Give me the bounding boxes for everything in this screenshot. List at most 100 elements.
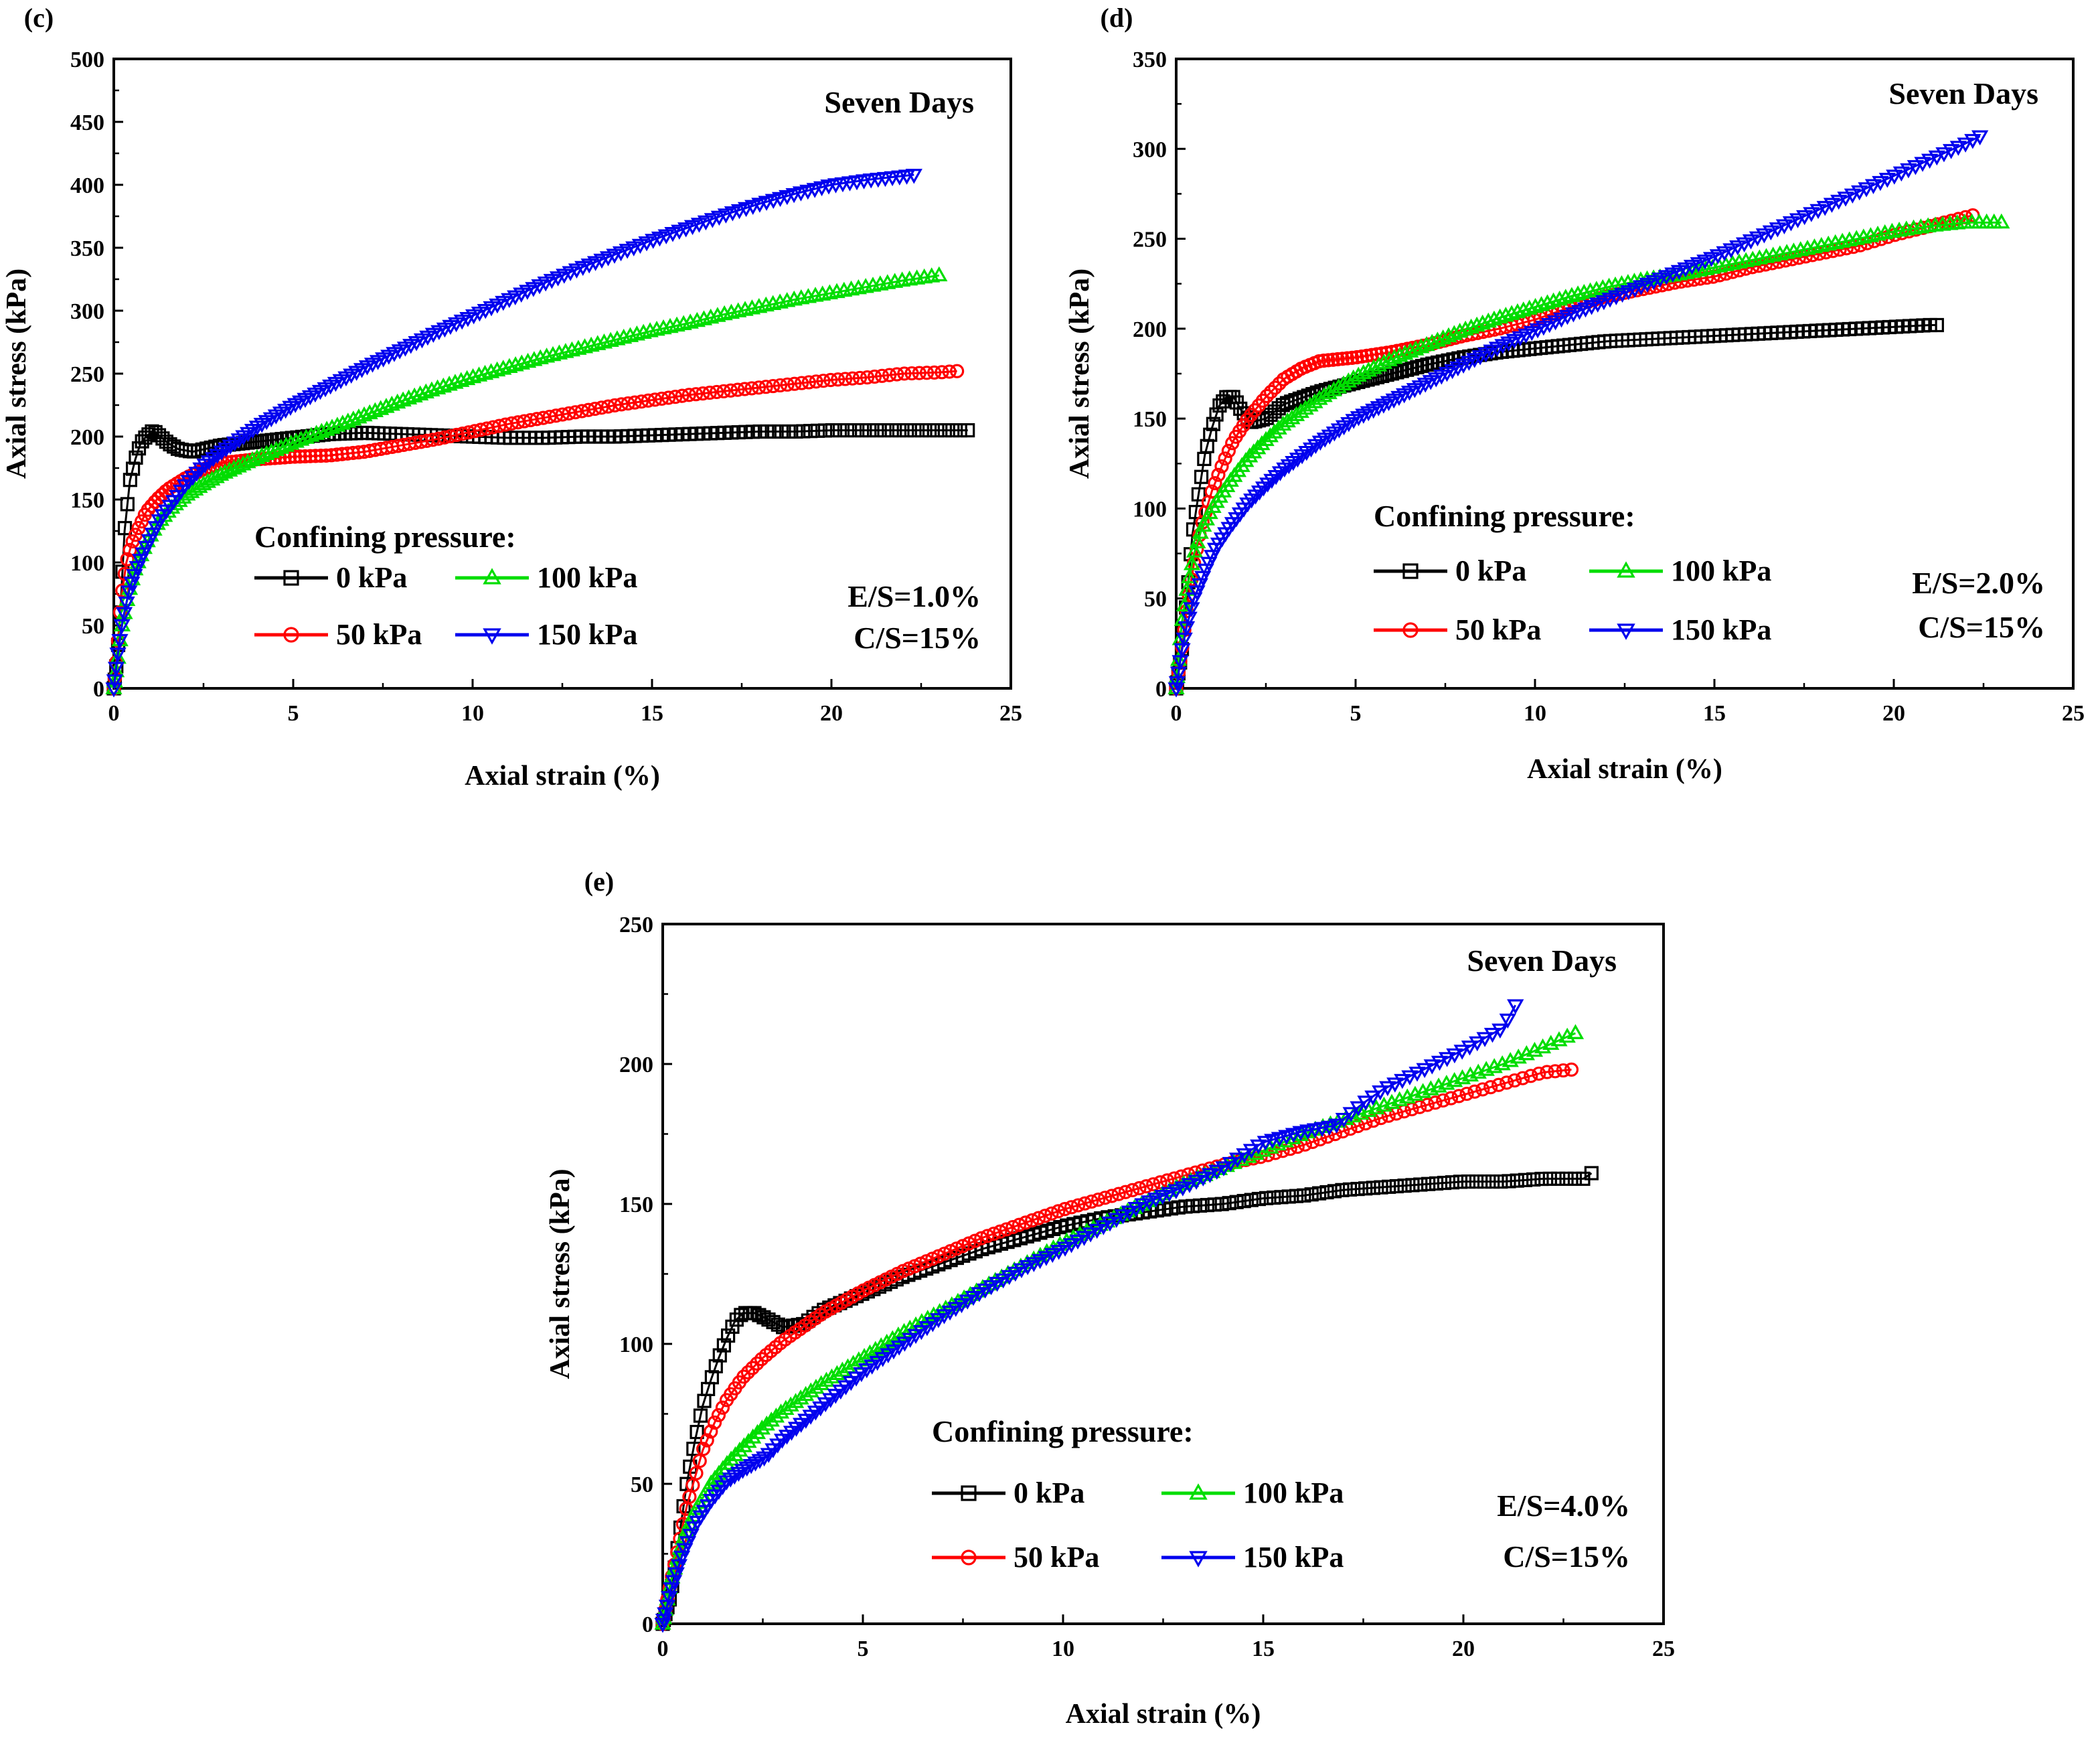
data-point [1709,249,1726,264]
data-point [1515,301,1532,317]
data-point [1477,1174,1492,1189]
y-tick-label: 200 [70,425,104,450]
data-point [806,183,823,198]
y-tick-label: 350 [1133,48,1167,72]
data-point [1749,231,1767,246]
y-tick-label: 300 [1133,137,1167,162]
data-point [1327,1118,1346,1134]
data-point [870,423,884,438]
legend-item-100-kpa: 100 kPa [1589,554,1771,587]
y-tick-label: 250 [1133,228,1167,252]
data-point [324,448,339,463]
data-point [1350,1119,1366,1134]
data-point [767,1408,785,1423]
data-point [734,1308,748,1322]
data-point [953,1298,971,1314]
data-point [1038,1209,1052,1223]
series-line [661,1068,1572,1624]
data-point [1394,1073,1411,1089]
data-point [428,379,447,394]
data-point [1174,1181,1192,1197]
data-point [329,416,346,432]
series-0-kpa [1169,317,1944,696]
x-tick-label: 15 [1703,701,1726,726]
series-150-kpa [654,999,1524,1633]
data-point [704,213,721,228]
data-point [794,376,809,390]
data-point [1245,443,1263,459]
data-point [1379,1081,1396,1097]
data-point [1476,1032,1493,1047]
data-point [807,1379,825,1394]
data-point [686,1442,701,1456]
y-tick-label: 50 [82,614,104,639]
data-point [638,236,655,252]
data-point [412,385,429,401]
data-point [914,423,929,438]
data-point [1366,1181,1380,1195]
data-point [1402,342,1419,358]
data-point [1180,611,1198,627]
data-point [731,425,746,440]
data-point [831,372,845,387]
data-point [447,374,464,389]
series-150-kpa [1167,130,1989,698]
data-point [1194,1171,1212,1187]
data-point [303,449,318,463]
data-point [345,410,362,426]
data-point [1581,282,1599,298]
data-point [1878,173,1896,188]
data-point [1311,1186,1327,1201]
legend-label: 100 kPa [1243,1476,1344,1509]
data-point [862,423,877,438]
data-point [1886,169,1903,185]
data-point [1762,225,1779,240]
data-point [1264,1134,1281,1149]
data-point [1429,1176,1444,1191]
data-point [937,423,952,438]
chart-title: Seven Days [1467,943,1617,978]
data-point [1816,201,1834,216]
data-point [1343,1122,1358,1136]
data-point [738,425,753,439]
data-point [1251,1191,1267,1207]
data-point [1872,175,1889,192]
data-point [1176,596,1194,612]
data-point [607,398,622,412]
data-point [779,189,796,206]
data-point [1532,296,1550,311]
data-point [702,385,717,400]
data-point [1221,443,1236,459]
data-point [1218,451,1232,466]
data-point [856,1347,873,1363]
data-point [1782,216,1800,232]
data-point [1005,1219,1020,1235]
data-point [1267,1190,1281,1205]
data-point [724,206,742,222]
annotation-es: E/S=1.0% [847,579,981,613]
chart-title: Seven Days [1888,76,2038,110]
x-tick-label: 0 [108,701,120,726]
data-point [1428,1095,1443,1110]
data-point [912,1324,931,1341]
data-point [924,1317,942,1333]
data-point [752,1308,766,1322]
data-point [129,450,143,465]
data-point [1134,1198,1151,1213]
data-point [905,169,922,184]
data-point [1446,1048,1463,1064]
data-point [1178,1199,1193,1214]
data-point [974,1231,989,1245]
data-point [1316,354,1331,368]
y-tick-label: 50 [1144,587,1167,612]
data-point [1559,1171,1574,1186]
data-point [144,498,159,514]
data-point [785,187,803,204]
data-point [847,423,862,438]
data-point [1526,1172,1541,1187]
data-point [710,384,724,400]
data-point [1141,1195,1158,1211]
data-point [683,220,702,236]
